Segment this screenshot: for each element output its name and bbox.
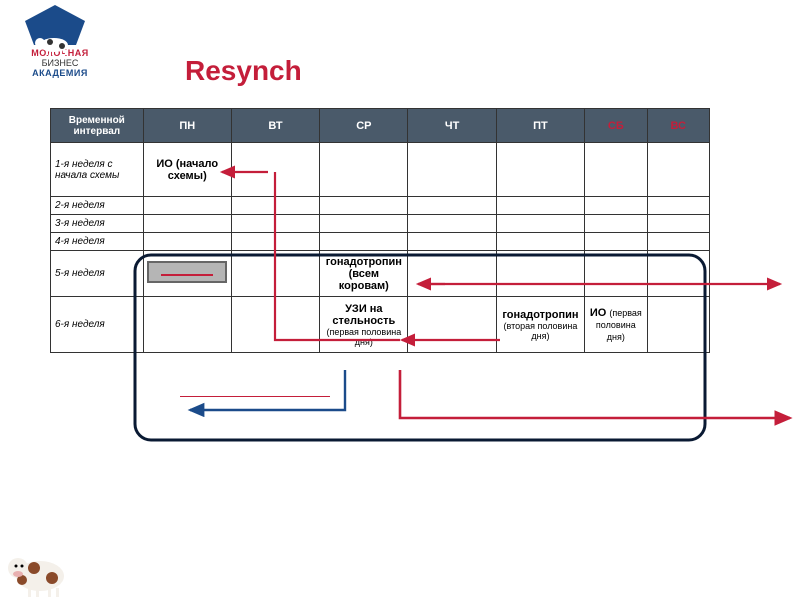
red-underline [180,396,330,397]
col-day: ВТ [231,109,319,143]
cow-icon [32,33,74,55]
col-day: СР [320,109,408,143]
col-day: ПТ [496,109,584,143]
row-label: 4-я неделя [51,233,144,251]
col-day: ПН [143,109,231,143]
cow-bottom-icon [0,538,70,598]
table-row: 4-я неделя [51,233,710,251]
table-row: 2-я неделя [51,197,710,215]
row-label: 3-я неделя [51,215,144,233]
cell-subtext: (первая половина дня) [322,327,405,347]
cell-text: УЗИ на стельность [322,303,405,327]
cell-text: ИО [590,307,606,319]
cell-w5-pn [143,251,231,297]
schedule-table: Временной интервалПНВТСРЧТПТСБВС 1-я нед… [50,108,710,353]
blue-arrow-bottom-left [190,370,345,410]
table-row: 1-я неделя с начала схемы ИО (начало схе… [51,143,710,197]
cell-w6-sb: ИО (первая половина дня) [585,297,647,353]
row-label: 6-я неделя [51,297,144,353]
row-label: 1-я неделя с начала схемы [51,143,144,197]
logo-line3: АКАДЕМИЯ [10,69,110,79]
table-header-row: Временной интервалПНВТСРЧТПТСБВС [51,109,710,143]
cell-text: гонадотропин [499,309,582,321]
cell-w1-pn: ИО (начало схемы) [143,143,231,197]
col-day: ЧТ [408,109,496,143]
col-day: ВС [647,109,709,143]
red-arrow-bottom-right [400,370,790,418]
cell-text: ИО (начало схемы) [156,158,218,182]
row-label: 2-я неделя [51,197,144,215]
cell-subtext: (вторая половина дня) [499,321,582,341]
table-row: 5-я неделя гонадотропин (всем коровам) [51,251,710,297]
cell-w6-pt: гонадотропин (вторая половина дня) [496,297,584,353]
page-title: Resynch [185,55,302,87]
logo: МОЛОЧНАЯ БИЗНЕС АКАДЕМИЯ [10,5,110,95]
cell-w5-sr: гонадотропин (всем коровам) [320,251,408,297]
gray-box [147,261,227,283]
col-day: СБ [585,109,647,143]
cell-text: гонадотропин (всем коровам) [326,256,402,292]
table-row: 3-я неделя [51,215,710,233]
table-row: 6-я неделя УЗИ на стельность (первая пол… [51,297,710,353]
schedule-table-wrap: Временной интервалПНВТСРЧТПТСБВС 1-я нед… [50,108,710,353]
col-interval: Временной интервал [51,109,144,143]
row-label: 5-я неделя [51,251,144,297]
cell-w6-sr: УЗИ на стельность (первая половина дня) [320,297,408,353]
